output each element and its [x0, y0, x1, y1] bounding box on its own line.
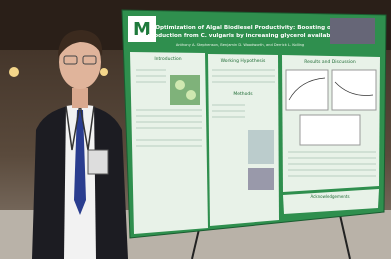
photo-inset [330, 18, 375, 44]
section-heading: Introduction [154, 56, 181, 62]
section-heading: Results and Discussion [304, 59, 356, 65]
neck [72, 88, 88, 108]
plot [286, 70, 328, 110]
page: M Optimization of Algal Biodiesel Produc… [0, 0, 391, 259]
method-image [248, 168, 274, 190]
algae-cell [175, 80, 185, 90]
plot [332, 70, 376, 110]
algae-image [170, 75, 200, 105]
poster-title: Optimization of Algal Biodiesel Producti… [155, 25, 335, 31]
poster: M Optimization of Algal Biodiesel Produc… [122, 10, 386, 238]
badge [88, 150, 108, 174]
plot [300, 115, 360, 145]
algae-cell [186, 90, 196, 100]
photo: M Optimization of Algal Biodiesel Produc… [0, 0, 391, 259]
poster-authors: Anthony A. Stephenson, Benjamin D. Woodw… [176, 43, 304, 47]
method-image [248, 130, 274, 164]
poster-title: production from C. vulgaris by increasin… [148, 33, 343, 39]
section-heading: Acknowledgements [310, 194, 349, 199]
section-heading: Methods [233, 91, 253, 97]
lamp [100, 68, 108, 76]
lamp [9, 67, 19, 77]
section-heading: Working Hypothesis [221, 58, 266, 64]
